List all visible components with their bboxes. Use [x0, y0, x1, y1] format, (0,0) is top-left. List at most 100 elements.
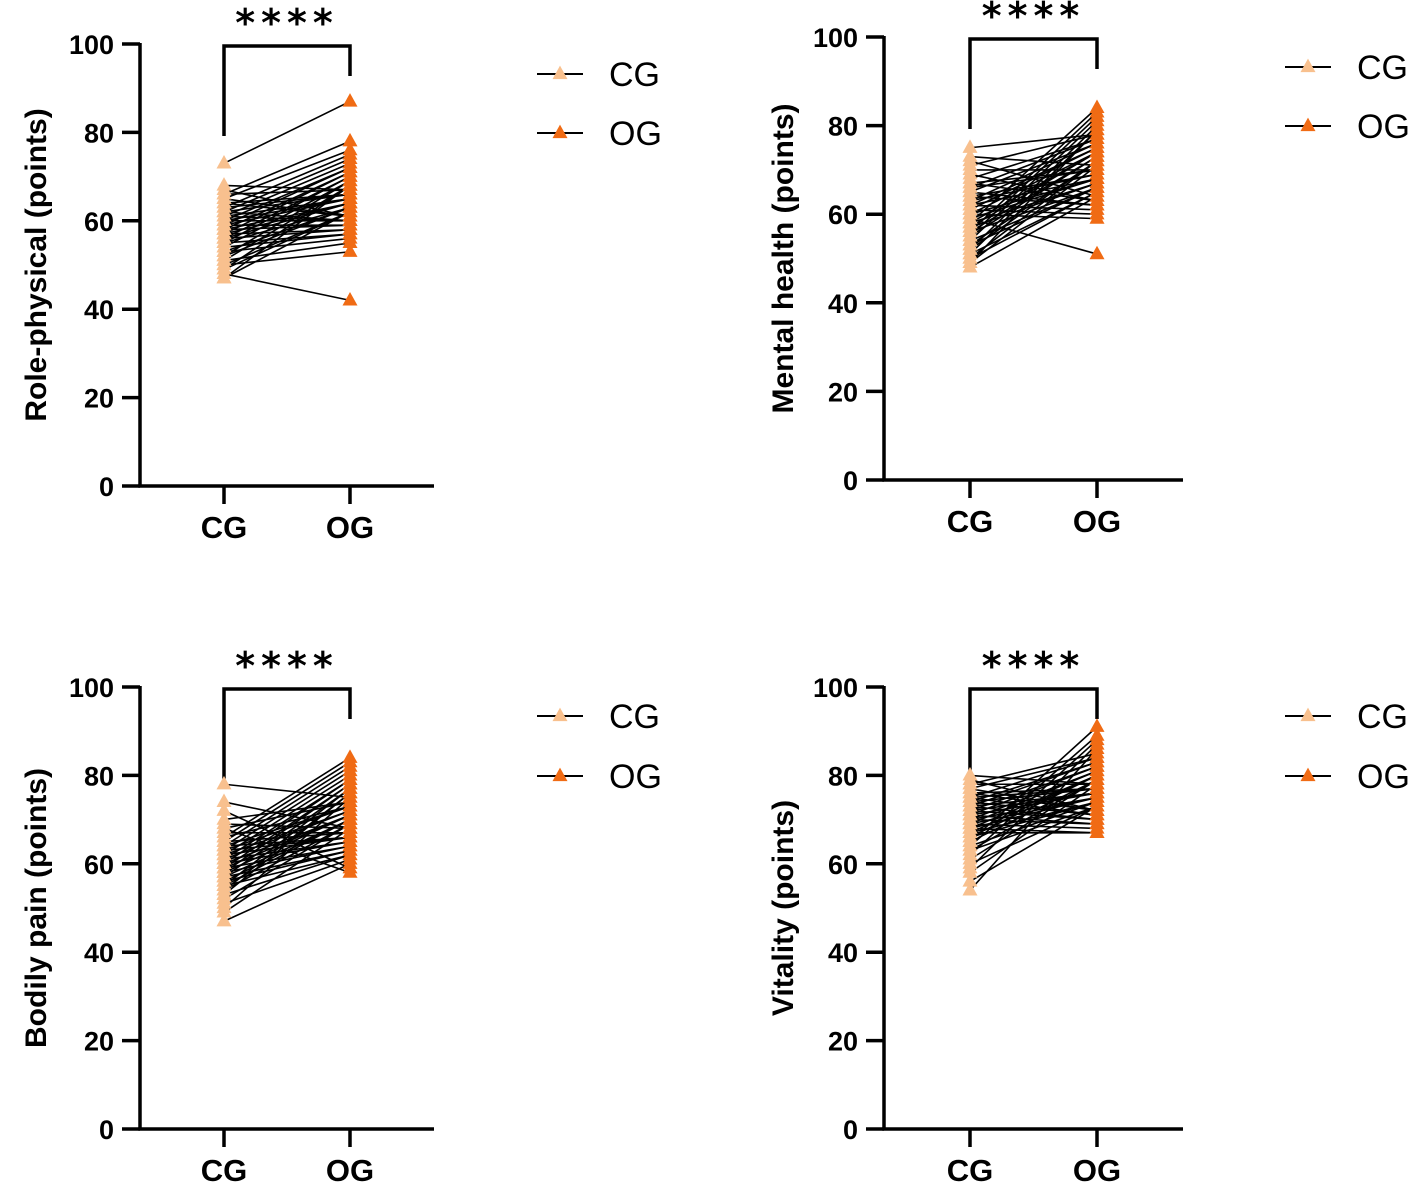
x-tick-label-og: OG	[1073, 504, 1121, 539]
cg-point	[216, 802, 232, 816]
chart-panel-1: 0 20 40 60 80 100 CG OG Role-physical (points) **…	[20, 1, 662, 545]
markers	[216, 749, 358, 927]
legend-label: CG	[609, 56, 660, 94]
pair-line	[969, 783, 1098, 874]
og-point	[342, 234, 358, 249]
cg-point	[216, 269, 232, 284]
legend-marker	[1300, 707, 1316, 722]
legend-marker	[1300, 767, 1316, 782]
pair-line	[223, 273, 351, 302]
og-point	[342, 291, 358, 306]
cg-point	[216, 904, 232, 918]
legend-label: CG	[1357, 49, 1408, 87]
legend-item-og[interactable]: OG	[1285, 108, 1410, 146]
y-tick-label: 100	[813, 23, 858, 53]
cg-point	[962, 139, 978, 153]
legend-item-og[interactable]: OG	[537, 758, 662, 796]
legend: CG OG	[537, 56, 662, 153]
legend-item-cg[interactable]: CG	[1285, 49, 1408, 87]
y-tick-label: 60	[84, 850, 114, 880]
legend-label: OG	[1357, 758, 1410, 796]
pair-line	[223, 184, 351, 271]
y-tick-label: 0	[99, 472, 114, 502]
y-axis-title: Mental health (points)	[767, 104, 800, 414]
pair-line	[969, 111, 1098, 233]
pair-line	[223, 162, 351, 218]
significance-stars: ****	[235, 1, 339, 45]
pair-line	[223, 242, 351, 262]
cg-point	[216, 793, 232, 808]
pair-line	[223, 100, 351, 165]
x-tick-label-cg: CG	[947, 1153, 994, 1188]
pair-lines	[223, 100, 351, 302]
x-tick-label-og: OG	[326, 1153, 374, 1188]
pair-line	[969, 147, 1098, 211]
pair-line	[969, 151, 1098, 229]
pair-line	[223, 171, 351, 235]
legend-marker	[552, 707, 568, 722]
x-tick-label-cg: CG	[947, 504, 994, 539]
legend-item-cg[interactable]: CG	[537, 56, 660, 94]
og-point	[1089, 824, 1105, 838]
pair-line	[223, 153, 351, 209]
y-tick-label: 40	[84, 295, 114, 325]
x-tick-label-og: OG	[326, 510, 374, 545]
legend-item-og[interactable]: OG	[537, 115, 662, 153]
pair-line	[969, 195, 1098, 269]
og-point	[1089, 718, 1105, 732]
pair-line	[223, 765, 351, 847]
og-point	[342, 243, 358, 257]
pair-line	[969, 726, 1098, 843]
significance-stars: ****	[235, 644, 339, 688]
y-tick-label: 80	[828, 761, 858, 791]
pair-lines	[223, 757, 351, 922]
significance-bracket	[222, 44, 352, 136]
y-tick-label: 40	[828, 938, 858, 968]
pair-line	[969, 160, 1098, 260]
pair-line	[969, 107, 1098, 224]
pair-line	[969, 779, 1098, 843]
legend-label: OG	[609, 758, 662, 796]
y-tick-label: 0	[99, 1115, 114, 1145]
cg-point	[216, 775, 232, 790]
chart-panel-4: 0 20 40 60 80 100 CG OG Vitality (points) **** CG O…	[767, 644, 1410, 1188]
y-tick-label: 20	[828, 1027, 858, 1057]
cg-point	[962, 258, 978, 273]
y-tick-label: 80	[828, 112, 858, 142]
significance-stars: ****	[982, 0, 1086, 38]
pair-line	[223, 792, 351, 896]
y-tick-label: 60	[828, 200, 858, 230]
y-tick-label: 100	[69, 30, 114, 60]
og-point	[342, 132, 358, 147]
pair-line	[223, 849, 351, 883]
pair-line	[223, 184, 351, 279]
pair-line	[223, 796, 351, 909]
y-tick-label: 20	[84, 384, 114, 414]
y-axis-title: Bodily pain (points)	[20, 768, 53, 1048]
y-tick-label: 100	[813, 673, 858, 703]
legend-marker	[552, 65, 568, 80]
pair-line	[969, 805, 1098, 865]
legend-item-cg[interactable]: CG	[537, 698, 660, 736]
pair-line	[223, 827, 351, 914]
legend-marker	[552, 124, 568, 139]
chart-panel-3: 0 20 40 60 80 100 CG OG Bodily pain (points) ****…	[20, 644, 662, 1188]
y-tick-label: 0	[843, 466, 858, 496]
pair-line	[969, 164, 1098, 264]
legend-item-cg[interactable]: CG	[1285, 698, 1408, 736]
legend-marker	[552, 767, 568, 782]
pair-line	[223, 211, 351, 279]
pair-line	[223, 823, 351, 892]
pair-line	[223, 184, 351, 262]
pair-line	[223, 823, 351, 900]
chart-panel-2: 0 20 40 60 80 100 CG OG Mental health (points) **…	[767, 0, 1410, 539]
legend-item-og[interactable]: OG	[1285, 758, 1410, 796]
pair-line	[223, 189, 351, 196]
pair-line	[969, 774, 1098, 786]
pair-line	[969, 805, 1098, 883]
pair-line	[969, 125, 1098, 251]
pair-line	[223, 858, 351, 905]
legend-label: CG	[609, 698, 660, 736]
og-point	[1089, 245, 1105, 260]
